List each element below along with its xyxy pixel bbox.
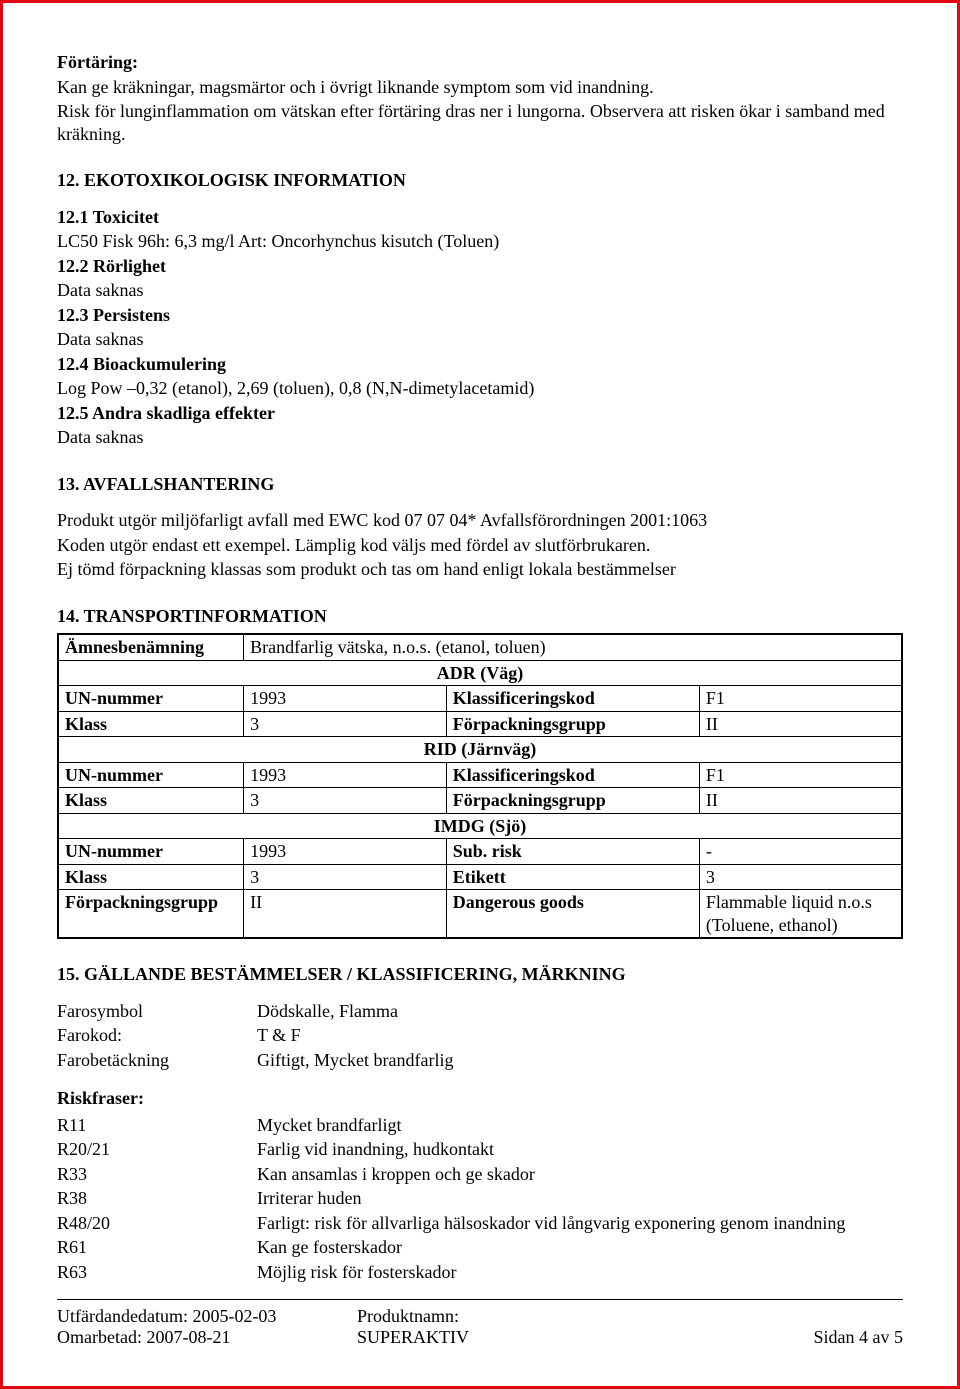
risk-text: Kan ansamlas i kroppen och ge skador	[257, 1163, 903, 1186]
table-row: Ämnesbenämning Brandfarlig vätska, n.o.s…	[58, 634, 902, 660]
sec12-1-title: 12.1 Toxicitet	[57, 206, 903, 229]
risk-text: Kan ge fosterskador	[257, 1236, 903, 1259]
product-name: SUPERAKTIV	[357, 1327, 763, 1348]
cell: Förpackningsgrupp	[58, 890, 244, 939]
risk-code: R61	[57, 1236, 247, 1259]
cell: Klass	[58, 788, 244, 814]
sec12-3-text: Data saknas	[57, 328, 903, 351]
faro-label: Farokod:	[57, 1024, 247, 1047]
risk-grid: R11 Mycket brandfarligt R20/21 Farlig vi…	[57, 1114, 903, 1284]
fortaring-line-2: Risk för lunginflammation om vätskan eft…	[57, 100, 903, 145]
cell: Klassificeringskod	[446, 686, 699, 712]
sec12-1-text: LC50 Fisk 96h: 6,3 mg/l Art: Oncorhynchu…	[57, 230, 903, 253]
risk-text: Farligt: risk för allvarliga hälsoskador…	[257, 1212, 903, 1235]
cell: Flammable liquid n.o.s (Toluene, ethanol…	[699, 890, 902, 939]
fortaring-line-1: Kan ge kräkningar, magsmärtor och i övri…	[57, 76, 903, 99]
cell: II	[244, 890, 447, 939]
cell: -	[699, 839, 902, 865]
faro-label: Farobetäckning	[57, 1049, 247, 1072]
issued-date: Utfärdandedatum: 2005-02-03	[57, 1306, 357, 1327]
amnes-value: Brandfarlig vätska, n.o.s. (etanol, tolu…	[244, 634, 902, 660]
table-row: IMDG (Sjö)	[58, 813, 902, 839]
sec13-line-2: Koden utgör endast ett exempel. Lämplig …	[57, 534, 903, 557]
faro-grid: Farosymbol Dödskalle, Flamma Farokod: T …	[57, 1000, 903, 1072]
imdg-header: IMDG (Sjö)	[58, 813, 902, 839]
sec13-line-1: Produkt utgör miljöfarligt avfall med EW…	[57, 509, 903, 532]
footer-center: Produktnamn: SUPERAKTIV	[357, 1306, 763, 1348]
table-row: UN-nummer 1993 Klassificeringskod F1	[58, 686, 902, 712]
adr-header: ADR (Väg)	[58, 660, 902, 686]
cell: Dangerous goods	[446, 890, 699, 939]
table-row: Klass 3 Förpackningsgrupp II	[58, 788, 902, 814]
sec12-3-title: 12.3 Persistens	[57, 304, 903, 327]
sec14-title: 14. TRANSPORTINFORMATION	[57, 605, 903, 628]
page-number: Sidan 4 av 5	[814, 1327, 904, 1347]
cell: 3	[244, 864, 447, 890]
sec12-title: 12. EKOTOXIKOLOGISK INFORMATION	[57, 169, 903, 192]
table-row: Klass 3 Etikett 3	[58, 864, 902, 890]
cell: UN-nummer	[58, 839, 244, 865]
page-footer: Utfärdandedatum: 2005-02-03 Omarbetad: 2…	[57, 1299, 903, 1348]
risk-title: Riskfraser:	[57, 1087, 903, 1110]
footer-right: Sidan 4 av 5	[763, 1327, 903, 1348]
product-label: Produktnamn:	[357, 1306, 763, 1327]
cell: F1	[699, 686, 902, 712]
cell: UN-nummer	[58, 686, 244, 712]
document-page: Förtäring: Kan ge kräkningar, magsmärtor…	[0, 0, 960, 1389]
cell: Förpackningsgrupp	[446, 788, 699, 814]
faro-value: T & F	[257, 1024, 903, 1047]
cell: 1993	[244, 839, 447, 865]
cell: 3	[244, 788, 447, 814]
rid-header: RID (Järnväg)	[58, 737, 902, 763]
risk-text: Farlig vid inandning, hudkontakt	[257, 1138, 903, 1161]
cell: II	[699, 788, 902, 814]
cell: F1	[699, 762, 902, 788]
revised-date: Omarbetad: 2007-08-21	[57, 1327, 357, 1348]
faro-value: Giftigt, Mycket brandfarlig	[257, 1049, 903, 1072]
table-row: Förpackningsgrupp II Dangerous goods Fla…	[58, 890, 902, 939]
faro-value: Dödskalle, Flamma	[257, 1000, 903, 1023]
cell: 1993	[244, 686, 447, 712]
cell: Etikett	[446, 864, 699, 890]
risk-code: R48/20	[57, 1212, 247, 1235]
amnes-label: Ämnesbenämning	[58, 634, 244, 660]
sec12-4-text: Log Pow –0,32 (etanol), 2,69 (toluen), 0…	[57, 377, 903, 400]
sec13-title: 13. AVFALLSHANTERING	[57, 473, 903, 496]
document-content: Förtäring: Kan ge kräkningar, magsmärtor…	[57, 51, 903, 1283]
cell: Sub. risk	[446, 839, 699, 865]
risk-code: R38	[57, 1187, 247, 1210]
table-row: UN-nummer 1993 Sub. risk -	[58, 839, 902, 865]
footer-left: Utfärdandedatum: 2005-02-03 Omarbetad: 2…	[57, 1306, 357, 1348]
sec13-line-3: Ej tömd förpackning klassas som produkt …	[57, 558, 903, 581]
risk-text: Mycket brandfarligt	[257, 1114, 903, 1137]
table-row: UN-nummer 1993 Klassificeringskod F1	[58, 762, 902, 788]
transport-table: Ämnesbenämning Brandfarlig vätska, n.o.s…	[57, 633, 903, 939]
table-row: RID (Järnväg)	[58, 737, 902, 763]
cell: Klass	[58, 864, 244, 890]
faro-label: Farosymbol	[57, 1000, 247, 1023]
sec12-2-text: Data saknas	[57, 279, 903, 302]
table-row: ADR (Väg)	[58, 660, 902, 686]
sec12-5-title: 12.5 Andra skadliga effekter	[57, 402, 903, 425]
table-row: Klass 3 Förpackningsgrupp II	[58, 711, 902, 737]
cell: Klassificeringskod	[446, 762, 699, 788]
sec12-2-title: 12.2 Rörlighet	[57, 255, 903, 278]
risk-code: R63	[57, 1261, 247, 1284]
cell: Klass	[58, 711, 244, 737]
cell: 3	[699, 864, 902, 890]
cell: 3	[244, 711, 447, 737]
fortaring-title: Förtäring:	[57, 51, 903, 74]
cell: II	[699, 711, 902, 737]
risk-code: R11	[57, 1114, 247, 1137]
sec15-title: 15. GÄLLANDE BESTÄMMELSER / KLASSIFICERI…	[57, 963, 903, 986]
risk-text: Irriterar huden	[257, 1187, 903, 1210]
cell: Förpackningsgrupp	[446, 711, 699, 737]
risk-text: Möjlig risk för fosterskador	[257, 1261, 903, 1284]
sec12-5-text: Data saknas	[57, 426, 903, 449]
sec12-4-title: 12.4 Bioackumulering	[57, 353, 903, 376]
risk-code: R33	[57, 1163, 247, 1186]
cell: 1993	[244, 762, 447, 788]
risk-code: R20/21	[57, 1138, 247, 1161]
cell: UN-nummer	[58, 762, 244, 788]
